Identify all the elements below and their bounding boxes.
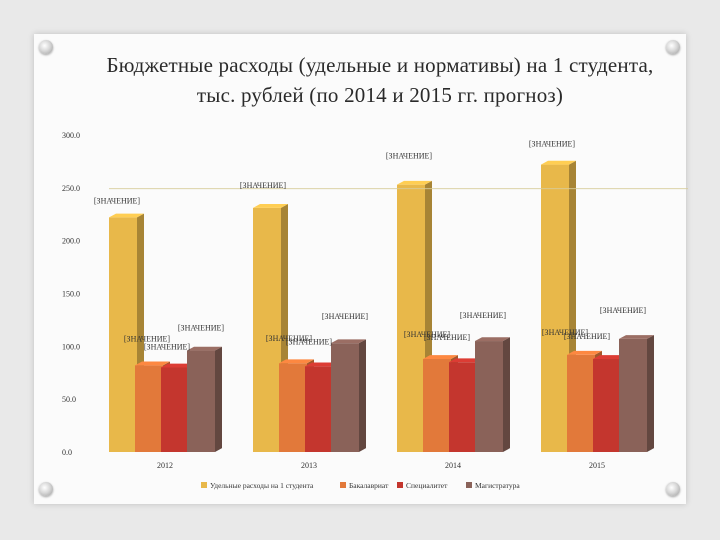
y-tick-label: 250.0 [62, 184, 80, 193]
data-label: [ЗНАЧЕНИЕ] [600, 306, 647, 315]
data-label: [ЗНАЧЕНИЕ] [322, 312, 369, 321]
x-tick-label: 2013 [301, 461, 317, 470]
data-label: [ЗНАЧЕНИЕ] [542, 328, 589, 337]
data-label: [ЗНАЧЕНИЕ] [564, 332, 611, 341]
legend-item: Магистратура [466, 481, 520, 490]
data-label: [ЗНАЧЕНИЕ] [386, 152, 433, 161]
data-label: [ЗНАЧЕНИЕ] [124, 334, 171, 343]
legend-label: Бакалавриат [349, 481, 389, 490]
data-label: [ЗНАЧЕНИЕ] [286, 337, 333, 346]
legend-item: Удельные расходы на 1 студента [201, 481, 314, 490]
y-tick-label: 0.0 [62, 448, 72, 457]
y-tick-label: 200.0 [62, 237, 80, 246]
data-label: [ЗНАЧЕНИЕ] [240, 181, 287, 190]
y-tick-label: 150.0 [62, 290, 80, 299]
data-label: [ЗНАЧЕНИЕ] [94, 196, 141, 205]
y-tick-label: 100.0 [62, 342, 80, 351]
data-label: [ЗНАЧЕНИЕ] [529, 140, 576, 149]
data-label: [ЗНАЧЕНИЕ] [460, 311, 507, 320]
y-tick-label: 50.0 [62, 395, 76, 404]
x-tick-label: 2014 [445, 461, 461, 470]
bar [475, 337, 510, 452]
x-tick-label: 2015 [589, 461, 605, 470]
pin-bottom-left-icon [39, 482, 53, 496]
data-label: [ЗНАЧЕНИЕ] [178, 324, 225, 333]
legend-item: Специалитет [397, 481, 448, 490]
legend-label: Удельные расходы на 1 студента [210, 481, 314, 490]
y-tick-label: 300.0 [62, 131, 80, 140]
legend-label: Магистратура [475, 481, 520, 490]
bar [331, 339, 366, 452]
bar [187, 346, 222, 452]
bar [619, 335, 654, 452]
legend-item: Бакалавриат [340, 481, 389, 490]
data-label: [ЗНАЧЕНИЕ] [266, 334, 313, 343]
data-label: [ЗНАЧЕНИЕ] [404, 330, 451, 339]
x-tick-label: 2012 [157, 461, 173, 470]
data-label: [ЗНАЧЕНИЕ] [424, 333, 471, 342]
chart-title: Бюджетные расходы (удельные и нормативы)… [106, 53, 654, 107]
data-label: [ЗНАЧЕНИЕ] [144, 342, 191, 351]
legend-label: Специалитет [406, 481, 448, 490]
pin-top-left-icon [39, 40, 53, 54]
pin-top-right-icon [666, 40, 680, 54]
pin-bottom-right-icon [666, 482, 680, 496]
